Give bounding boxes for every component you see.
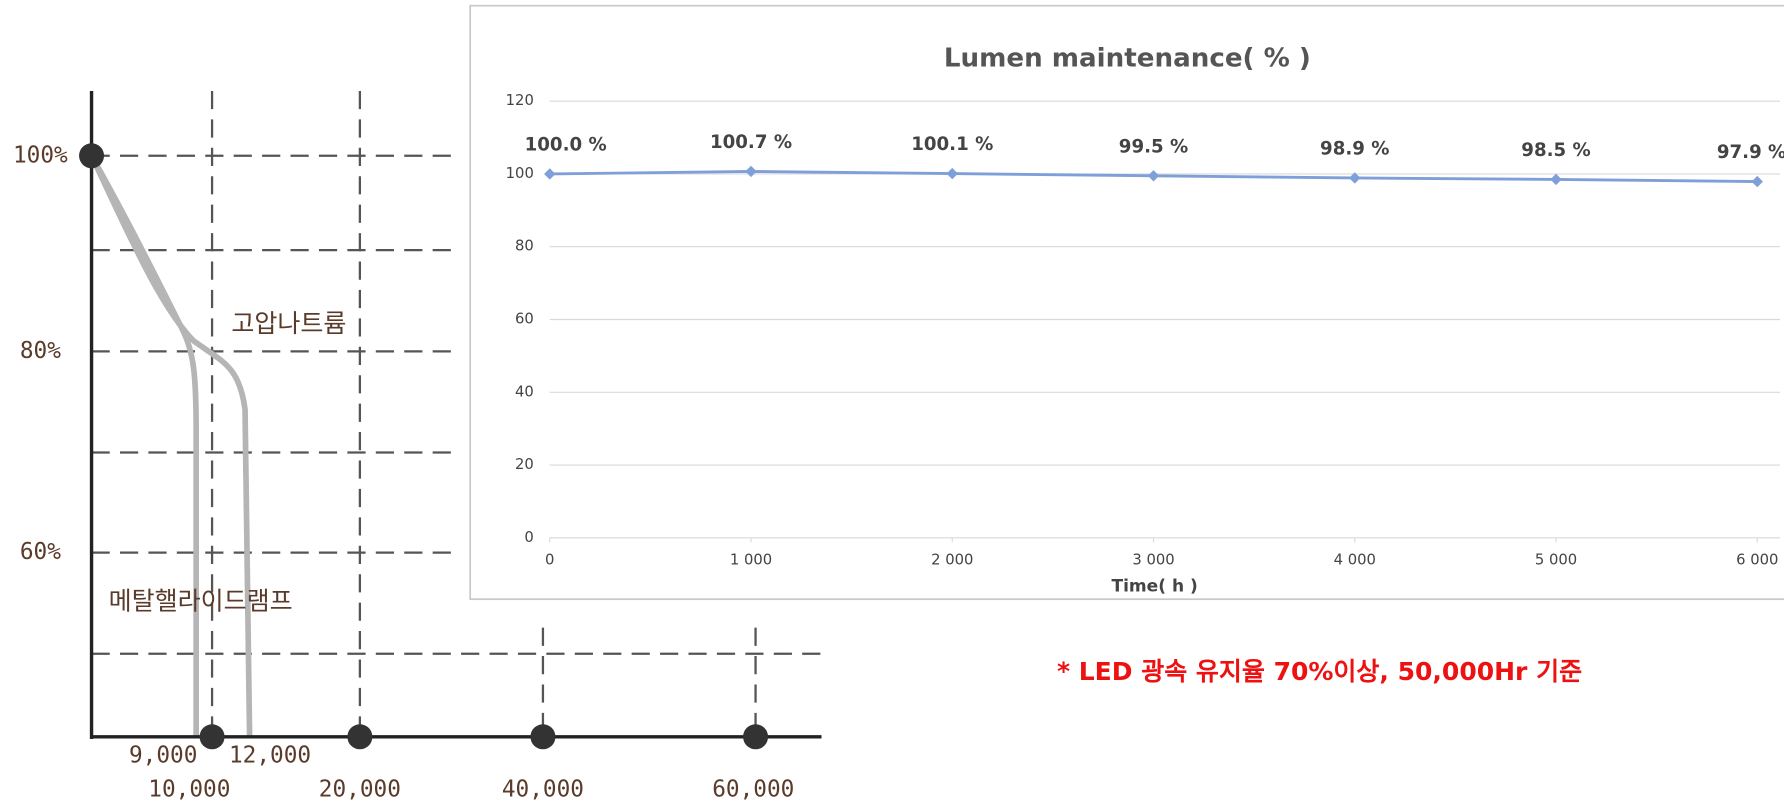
data-label: 100.1 % [911, 134, 993, 155]
point [946, 167, 958, 180]
bg-x-label: 60,000 [712, 777, 794, 803]
point [1349, 172, 1361, 184]
chart-title: Lumen maintenance( % ) [944, 44, 1311, 74]
point [1147, 170, 1160, 182]
data-label: 97.9 % [1717, 142, 1784, 163]
point [1550, 173, 1562, 186]
bg-dot [79, 143, 105, 169]
bg-dot [530, 724, 556, 750]
point [1751, 175, 1763, 188]
point [544, 168, 556, 180]
lamp-label: 고압나트륨 [231, 309, 346, 338]
y-tick-label: 40 [515, 383, 534, 400]
data-label: 98.5 % [1521, 140, 1590, 161]
y-tick-label: 20 [515, 456, 534, 473]
bg-y-label: 80% [20, 338, 61, 364]
y-tick-label: 100 [506, 165, 534, 182]
bg-x-label: 20,000 [319, 777, 401, 803]
bg-x-label: 10,000 [148, 777, 230, 803]
x-tick-label: 1 000 [730, 552, 772, 569]
y-tick-label: 60 [515, 310, 534, 327]
inset-frame [469, 4, 1784, 601]
y-tick-label: 80 [515, 238, 534, 255]
data-label: 98.9 % [1320, 139, 1389, 160]
sodium-curve [88, 154, 253, 737]
x-tick-label: 3 000 [1132, 552, 1174, 569]
data-label: 100.0 % [525, 135, 607, 156]
data-label: 99.5 % [1119, 136, 1188, 157]
x-tick-label: 6 000 [1736, 552, 1778, 569]
background-grid [91, 90, 822, 737]
bg-y-label: 60% [20, 539, 61, 565]
bg-y-label: 100% [13, 142, 68, 168]
x-axis-label: Time( h ) [1111, 577, 1197, 597]
point [745, 165, 757, 178]
x-tick-label: 2 000 [931, 552, 973, 569]
lamp-label: 메탈핼라이드램프 [109, 587, 293, 616]
note: * LED 광속 유지율 70%이상, 50,000Hr 기준 [1057, 657, 1582, 686]
y-tick-label: 120 [506, 92, 534, 109]
metal-halide-curve [89, 154, 199, 737]
bg-x-label: 40,000 [502, 777, 584, 803]
x-tick-label: 5 000 [1535, 552, 1577, 569]
data-label: 100.7 % [710, 132, 792, 153]
bg-dot [743, 724, 769, 750]
x-tick-label: 0 [545, 552, 554, 569]
y-tick-label: 0 [524, 529, 533, 546]
bg-dot [347, 724, 373, 750]
bg-dot [199, 724, 225, 750]
bg-x-label: 9,000 [129, 743, 197, 769]
x-tick-label: 4 000 [1334, 552, 1376, 569]
bg-x-label: 12,000 [229, 743, 311, 769]
